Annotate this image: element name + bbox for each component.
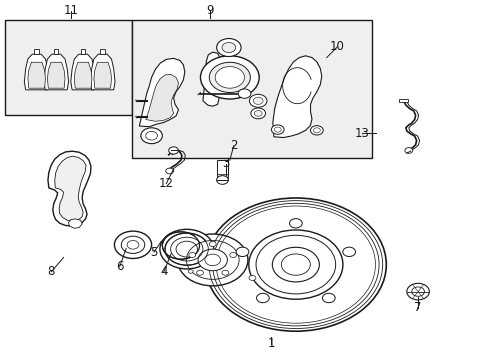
Circle shape: [160, 229, 213, 269]
Circle shape: [250, 108, 265, 119]
Text: 3: 3: [222, 157, 229, 170]
Polygon shape: [71, 54, 95, 90]
Circle shape: [281, 254, 310, 275]
Circle shape: [253, 97, 263, 104]
Text: 7: 7: [413, 301, 421, 314]
Circle shape: [274, 127, 281, 132]
Text: 4: 4: [160, 265, 167, 278]
Text: 10: 10: [329, 40, 344, 53]
Text: 5: 5: [150, 246, 158, 258]
Circle shape: [200, 56, 259, 99]
Circle shape: [188, 270, 193, 273]
Polygon shape: [101, 49, 104, 54]
Circle shape: [141, 128, 162, 144]
Circle shape: [204, 254, 220, 266]
Circle shape: [411, 287, 424, 296]
Polygon shape: [47, 62, 65, 88]
Circle shape: [205, 198, 386, 331]
Circle shape: [165, 168, 173, 174]
Circle shape: [310, 126, 323, 135]
Bar: [132, 20, 371, 158]
Circle shape: [209, 62, 250, 93]
Text: 12: 12: [159, 177, 173, 190]
Circle shape: [216, 176, 228, 184]
Polygon shape: [24, 54, 49, 90]
Polygon shape: [55, 156, 86, 221]
Bar: [216, 160, 228, 178]
Circle shape: [236, 247, 248, 257]
Polygon shape: [34, 49, 39, 54]
Circle shape: [271, 125, 284, 134]
Bar: [398, 99, 407, 102]
Text: 13: 13: [354, 127, 368, 140]
Polygon shape: [54, 49, 59, 54]
Polygon shape: [139, 58, 184, 127]
Polygon shape: [94, 62, 111, 88]
Polygon shape: [28, 62, 45, 88]
Circle shape: [196, 270, 203, 275]
Text: 9: 9: [206, 4, 214, 17]
Circle shape: [289, 219, 302, 228]
Circle shape: [256, 293, 269, 303]
Circle shape: [229, 252, 236, 257]
Polygon shape: [44, 54, 68, 90]
Circle shape: [168, 147, 178, 154]
Polygon shape: [68, 219, 82, 228]
Circle shape: [114, 231, 151, 258]
Circle shape: [188, 252, 195, 257]
Text: 1: 1: [267, 337, 275, 350]
Circle shape: [404, 148, 412, 153]
Text: 6: 6: [116, 260, 123, 273]
Circle shape: [406, 283, 428, 300]
Circle shape: [256, 235, 335, 294]
Polygon shape: [48, 151, 91, 226]
Circle shape: [248, 230, 342, 299]
Circle shape: [313, 128, 320, 133]
Circle shape: [254, 111, 262, 116]
Circle shape: [209, 242, 216, 247]
Circle shape: [238, 89, 250, 98]
Circle shape: [222, 42, 235, 53]
Polygon shape: [145, 75, 178, 121]
Circle shape: [222, 270, 228, 275]
Circle shape: [249, 94, 266, 107]
Polygon shape: [81, 49, 85, 54]
Circle shape: [248, 275, 255, 280]
Circle shape: [145, 131, 157, 140]
Circle shape: [272, 247, 319, 282]
Polygon shape: [90, 54, 115, 90]
Bar: [216, 174, 228, 178]
Circle shape: [342, 247, 355, 257]
Circle shape: [322, 293, 334, 303]
Polygon shape: [203, 52, 221, 106]
Text: 8: 8: [47, 265, 55, 278]
Circle shape: [198, 249, 227, 271]
Text: 11: 11: [63, 4, 78, 17]
Circle shape: [216, 39, 241, 57]
Circle shape: [177, 234, 247, 286]
Text: 2: 2: [229, 139, 237, 152]
Polygon shape: [272, 56, 321, 138]
Bar: [5, 20, 132, 115]
Circle shape: [215, 67, 244, 88]
Polygon shape: [74, 62, 92, 88]
